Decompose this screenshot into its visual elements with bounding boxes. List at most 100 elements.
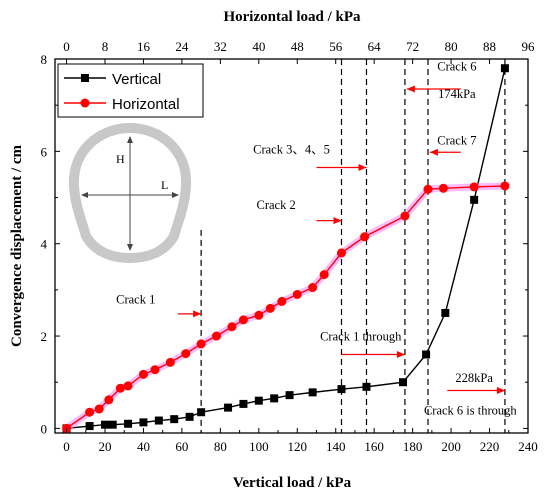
vertical-data-point [470, 195, 479, 204]
top-tick-label: 72 [406, 39, 419, 54]
vertical-data-point [285, 391, 294, 400]
vertical-data-point [441, 308, 450, 317]
x-tick-label: 180 [403, 439, 423, 454]
top-tick-label: 56 [329, 39, 343, 54]
crack-annotation: Crack 1 through [320, 330, 402, 344]
top-tick-label: 24 [175, 39, 189, 54]
top-tick-label: 64 [368, 39, 382, 54]
horizontal-data-point [308, 283, 318, 293]
height-arrow-bottom [127, 244, 133, 251]
vertical-data-point [170, 415, 179, 424]
crack-annotation: Crack 6 is through [424, 404, 517, 418]
vertical-data-point [108, 420, 117, 429]
annotation-arrow-head [396, 351, 405, 359]
width-arrow-left [81, 192, 88, 198]
x-tick-label: 40 [137, 439, 150, 454]
y-tick-label: 0 [41, 421, 48, 436]
horizontal-data-point [500, 181, 510, 191]
vertical-data-point [254, 396, 263, 405]
top-tick-label: 16 [137, 39, 151, 54]
crack-annotation: Crack 6 [437, 60, 476, 74]
top-tick-label: 96 [522, 39, 536, 54]
annotation-arrow-head [496, 387, 505, 395]
vertical-data-point [362, 382, 371, 391]
x-tick-label: 100 [249, 439, 269, 454]
horizontal-data-point [469, 182, 479, 192]
x-tick-label: 160 [364, 439, 384, 454]
tunnel-section-inset: H L [68, 122, 192, 264]
vertical-data-point [100, 420, 109, 429]
horizontal-data-point [212, 331, 222, 341]
horizontal-data-point [150, 365, 160, 375]
tunnel-lining-shape [68, 122, 192, 264]
vertical-data-point [239, 399, 248, 408]
horizontal-data-point [227, 322, 237, 332]
x-tick-label: 80 [214, 439, 227, 454]
y-axis-title: Convergence displacement / cm [9, 144, 25, 347]
y-tick-label: 2 [41, 329, 48, 344]
horizontal-data-point [94, 404, 104, 414]
x-tick-label: 200 [441, 439, 461, 454]
legend-horizontal-marker [80, 98, 90, 108]
width-arrow-right [172, 192, 179, 198]
vertical-data-point [197, 408, 206, 417]
vertical-data-point [500, 64, 509, 73]
y-tick-label: 6 [41, 144, 48, 159]
horizontal-data-point [138, 369, 148, 379]
vertical-data-point [85, 422, 94, 431]
horizontal-data-point [165, 357, 175, 367]
crack-annotation: Crack 2 [257, 198, 296, 212]
y-tick-label: 4 [41, 237, 48, 252]
legend-box [57, 63, 204, 118]
legend-vertical-marker [81, 74, 89, 82]
vertical-data-point [139, 418, 148, 427]
horizontal-data-point [85, 407, 95, 417]
vertical-data-point [224, 403, 233, 412]
height-label: H [116, 152, 125, 166]
horizontal-data-point [181, 349, 191, 359]
annotation-arrow-head [333, 217, 342, 225]
crack-annotation: 174kPa [438, 87, 476, 101]
top-tick-label: 32 [214, 39, 227, 54]
y-tick-label: 8 [41, 52, 48, 67]
horizontal-data-point [438, 183, 448, 193]
horizontal-data-point [400, 211, 410, 221]
horizontal-data-point [238, 315, 248, 325]
vertical-data-point [337, 385, 346, 394]
crack-annotation: Crack 1 [116, 293, 155, 307]
horizontal-data-point [360, 232, 370, 242]
vertical-data-point [308, 388, 317, 397]
horizontal-data-point [292, 289, 302, 299]
vertical-data-point [422, 350, 431, 359]
top-tick-label: 8 [102, 39, 109, 54]
horizontal-data-point [277, 296, 287, 306]
horizontal-data-point [115, 383, 125, 393]
horizontal-data-point [196, 339, 206, 349]
crack-annotation: Crack 3、4、5 [253, 143, 330, 157]
x-tick-label: 120 [288, 439, 308, 454]
horizontal-data-point [319, 270, 329, 280]
x-axis-title: Vertical load / kPa [233, 475, 352, 491]
horizontal-data-point [104, 395, 114, 405]
crack-annotation: 228kPa [455, 371, 493, 385]
reference-lines [200, 59, 506, 433]
x-tick-label: 20 [98, 439, 111, 454]
vertical-data-point [124, 419, 133, 428]
width-label: L [161, 178, 168, 192]
legend-vertical-label: Vertical [112, 71, 161, 88]
annotation-arrow-head [429, 148, 438, 156]
x-tick-label: 220 [480, 439, 500, 454]
annotation-arrow-head [193, 310, 202, 318]
horizontal-data-point [336, 248, 346, 258]
top-tick-label: 0 [63, 39, 70, 54]
height-arrow-top [127, 136, 133, 143]
top-axis-title: Horizontal load / kPa [223, 9, 361, 25]
vertical-series-line [66, 68, 506, 430]
annotations: Crack 1 Crack 2 Crack 3、4、5 Crack 6 174kPa Cr… [116, 60, 517, 418]
data-series [62, 64, 510, 433]
top-tick-label: 40 [252, 39, 265, 54]
plot-frame [54, 58, 529, 434]
legend: Vertical Horizontal [57, 63, 204, 118]
